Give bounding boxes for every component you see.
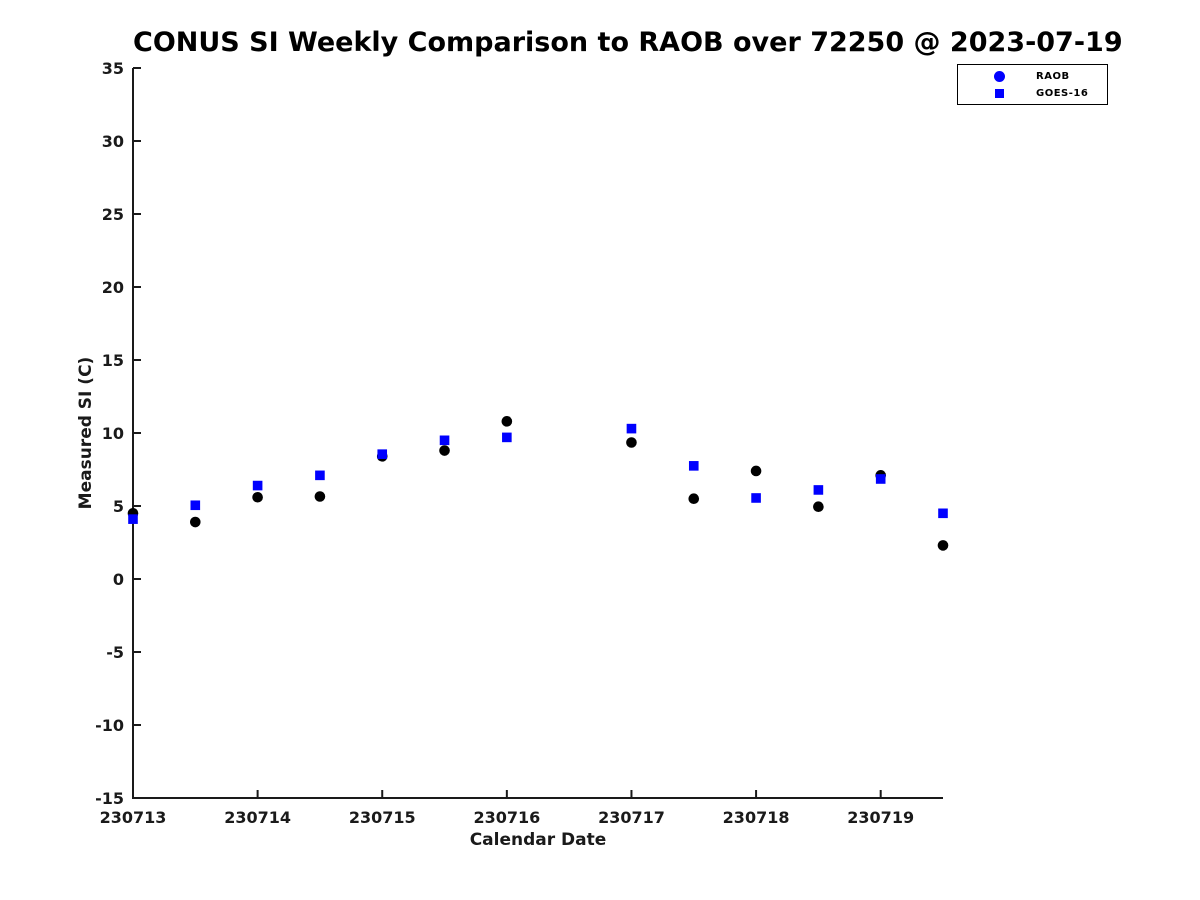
legend-label-raob: RAOB — [1036, 70, 1070, 82]
legend-item-raob: RAOB — [958, 69, 1107, 83]
svg-text:5: 5 — [113, 497, 124, 516]
svg-text:30: 30 — [102, 132, 124, 151]
svg-text:230717: 230717 — [598, 808, 665, 827]
legend-label-goes16: GOES-16 — [1036, 87, 1089, 99]
svg-text:-10: -10 — [95, 716, 124, 735]
svg-text:-15: -15 — [95, 789, 124, 808]
svg-text:-5: -5 — [106, 643, 124, 662]
svg-text:35: 35 — [102, 59, 124, 78]
svg-text:230718: 230718 — [723, 808, 790, 827]
legend-item-goes16: GOES-16 — [958, 86, 1107, 100]
svg-text:230713: 230713 — [100, 808, 167, 827]
svg-text:230715: 230715 — [349, 808, 416, 827]
svg-text:230714: 230714 — [224, 808, 291, 827]
svg-text:20: 20 — [102, 278, 124, 297]
x-axis-label: Calendar Date — [469, 830, 607, 850]
raob-circle-marker-icon — [994, 70, 1005, 82]
svg-text:230719: 230719 — [847, 808, 914, 827]
goes16-square-marker-icon — [995, 88, 1004, 98]
legend: RAOB GOES-16 — [957, 64, 1108, 105]
svg-text:10: 10 — [102, 424, 124, 443]
svg-text:25: 25 — [102, 205, 124, 224]
svg-text:230716: 230716 — [473, 808, 540, 827]
svg-text:15: 15 — [102, 351, 124, 370]
svg-text:0: 0 — [113, 570, 124, 589]
